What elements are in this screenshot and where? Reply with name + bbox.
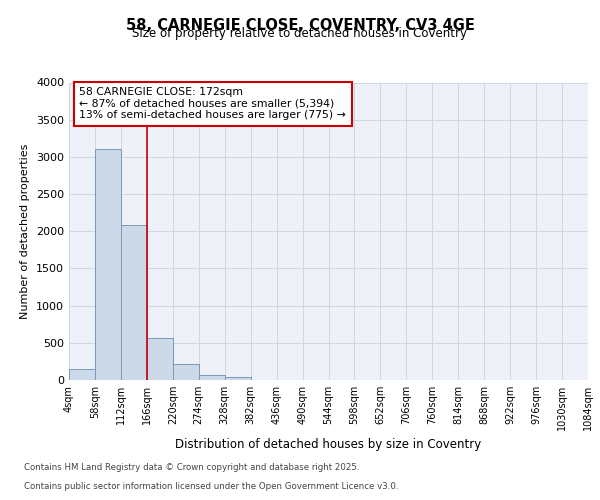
Bar bbox=[173, 364, 199, 380]
Bar bbox=[95, 150, 121, 380]
Bar bbox=[147, 338, 173, 380]
Bar bbox=[69, 369, 95, 380]
Bar bbox=[225, 377, 251, 380]
Text: 58, CARNEGIE CLOSE, COVENTRY, CV3 4GE: 58, CARNEGIE CLOSE, COVENTRY, CV3 4GE bbox=[125, 18, 475, 32]
Bar bbox=[199, 375, 224, 380]
Text: 58 CARNEGIE CLOSE: 172sqm
← 87% of detached houses are smaller (5,394)
13% of se: 58 CARNEGIE CLOSE: 172sqm ← 87% of detac… bbox=[79, 87, 346, 120]
X-axis label: Distribution of detached houses by size in Coventry: Distribution of detached houses by size … bbox=[175, 438, 482, 452]
Y-axis label: Number of detached properties: Number of detached properties bbox=[20, 144, 31, 319]
Text: Contains public sector information licensed under the Open Government Licence v3: Contains public sector information licen… bbox=[24, 482, 398, 491]
Text: Size of property relative to detached houses in Coventry: Size of property relative to detached ho… bbox=[133, 28, 467, 40]
Bar bbox=[121, 226, 147, 380]
Text: Contains HM Land Registry data © Crown copyright and database right 2025.: Contains HM Land Registry data © Crown c… bbox=[24, 464, 359, 472]
